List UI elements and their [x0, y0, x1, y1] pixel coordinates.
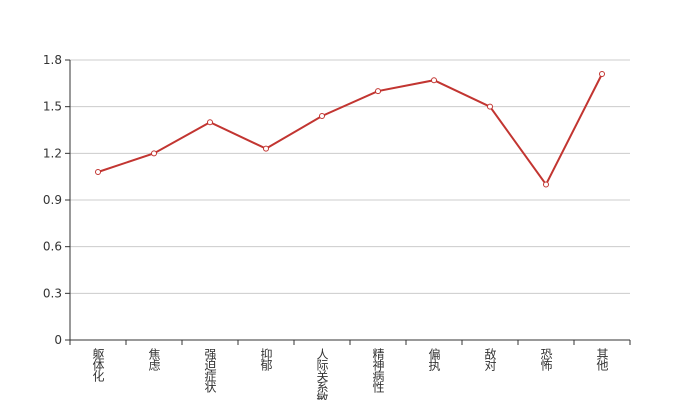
y-tick-label: 0: [54, 333, 62, 347]
point: [375, 88, 381, 95]
x-tick-label: 躯体化: [91, 347, 105, 383]
x-tick-label: 敌对: [483, 347, 497, 371]
point: [487, 103, 493, 110]
x-tick-label: 恐怖: [539, 348, 553, 371]
y-tick-label: 0.3: [43, 286, 62, 300]
point: [599, 71, 605, 77]
x-tick-label: 焦虑: [147, 348, 161, 371]
y-tick-label: 1.5: [43, 100, 62, 114]
line: [97, 73, 603, 187]
y-tick-label: 1.8: [43, 53, 62, 67]
point: [431, 77, 437, 84]
y-tick-label: 0.6: [43, 240, 62, 254]
point: [263, 145, 269, 152]
x-tick-label: 其他: [595, 348, 609, 371]
point: [319, 113, 325, 119]
point: [543, 181, 549, 188]
x-tick-label: 偏执: [427, 347, 441, 372]
point: [151, 150, 157, 157]
x-tick-label: 人际关系敏感: [315, 348, 329, 400]
x-tick-label: 精神病性: [371, 348, 385, 394]
point: [95, 169, 101, 175]
y-tick-label: 1.2: [43, 146, 62, 160]
x-tick-label: 抑郁: [259, 347, 273, 372]
y-tick-label: 0.9: [43, 193, 62, 207]
x-tick-label: 强迫症状: [203, 348, 217, 393]
point: [207, 119, 213, 126]
